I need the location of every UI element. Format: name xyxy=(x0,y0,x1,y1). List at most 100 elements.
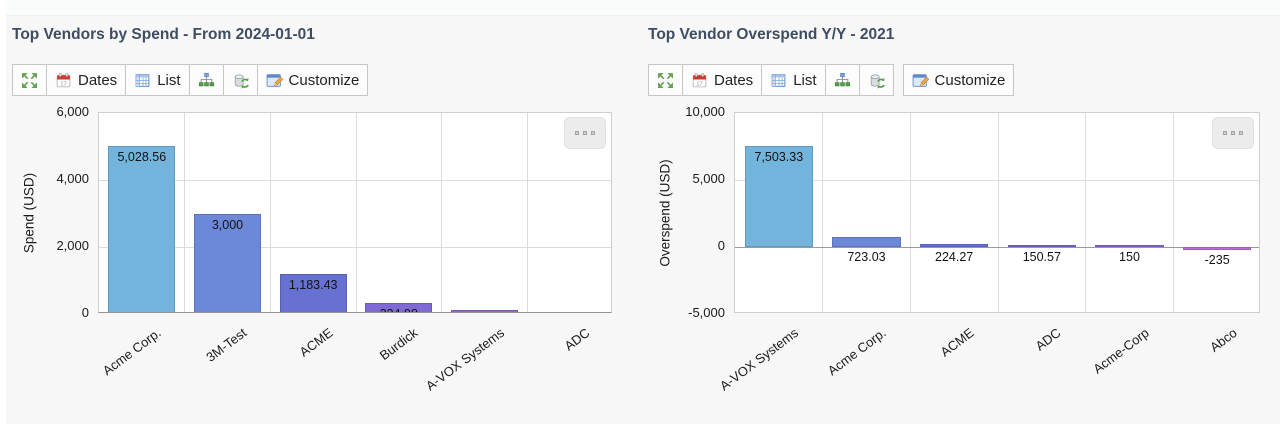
expand-arrows-icon xyxy=(21,72,38,89)
plot-area: 5,028.56 3,000 1,183.43 334.98 xyxy=(98,112,612,313)
customize-label: Customize xyxy=(288,71,360,89)
dates-label: Dates xyxy=(78,71,118,89)
more-options-button[interactable] xyxy=(564,117,606,149)
zero-line xyxy=(735,246,1259,248)
gridline xyxy=(909,113,911,312)
left-edge-strip xyxy=(0,0,6,424)
bar[interactable] xyxy=(279,274,347,312)
database-refresh-icon xyxy=(232,72,249,89)
bar-value-label: 723.03 xyxy=(847,250,886,264)
x-axis-label: Acme Corp. xyxy=(100,325,164,379)
x-axis-label: A-VOX Systems xyxy=(422,325,507,394)
bar[interactable] xyxy=(1095,244,1164,247)
bar-value-label: 3,000 xyxy=(211,217,244,232)
database-refresh-icon xyxy=(868,72,885,89)
bar[interactable] xyxy=(1007,244,1077,247)
x-axis-label: A-VOX Systems xyxy=(716,325,801,394)
calendar-icon: 17 xyxy=(691,72,708,89)
bar[interactable] xyxy=(451,309,518,312)
bar-value-label: 150.57 xyxy=(1022,250,1061,264)
y-axis-tick: 0 xyxy=(81,305,89,320)
gridline xyxy=(1085,113,1087,312)
bar-value-label: 5,028.56 xyxy=(117,149,167,164)
chart-area: 5,028.56 3,000 1,183.43 334.98 6,000 4,000 2,0… xyxy=(12,104,612,412)
gridline xyxy=(184,113,186,312)
list-label: List xyxy=(793,71,817,89)
x-axis-label: ACME xyxy=(296,325,336,360)
more-options-dot xyxy=(1223,131,1227,135)
y-axis-tick: 6,000 xyxy=(56,104,89,119)
svg-text:17: 17 xyxy=(60,81,66,87)
gridline xyxy=(99,179,611,181)
y-axis-title: Spend (USD) xyxy=(21,172,37,253)
list-button[interactable]: List xyxy=(761,64,826,96)
customize-window-icon xyxy=(266,72,283,89)
bar[interactable] xyxy=(194,213,261,312)
x-axis-label: 3M-Test xyxy=(203,325,250,365)
customize-label: Customize xyxy=(934,71,1006,89)
y-axis-tick: 2,000 xyxy=(56,238,89,253)
bar-value-label: -235 xyxy=(1204,253,1230,268)
refresh-data-button[interactable] xyxy=(222,64,258,96)
list-button[interactable]: List xyxy=(125,64,190,96)
plot-area: 7,503.33 723.03 224.27 150.57 150 -235 xyxy=(734,112,1260,313)
x-axis-label: Burdick xyxy=(377,325,421,364)
chart-area: 7,503.33 723.03 224.27 150.57 150 -235 10,000 5… xyxy=(648,104,1260,412)
bar-value-label: 334.98 xyxy=(356,307,442,312)
y-axis-tick: -5,000 xyxy=(688,305,725,320)
dates-button[interactable]: 17 Dates xyxy=(46,64,127,96)
gridline xyxy=(99,246,611,248)
calendar-icon: 17 xyxy=(55,72,72,89)
gridline xyxy=(441,113,443,312)
y-axis-tick: 4,000 xyxy=(56,171,89,186)
chart-title: Top Vendor Overspend Y/Y - 2021 xyxy=(648,26,895,43)
gridline xyxy=(269,113,271,312)
bar-value-label: 7,503.33 xyxy=(754,150,804,165)
x-axis-label: Acme Corp. xyxy=(824,325,889,379)
more-options-button[interactable] xyxy=(1212,117,1254,149)
more-options-dot xyxy=(575,131,579,135)
bar[interactable] xyxy=(919,243,989,247)
y-axis-tick: 10,000 xyxy=(685,104,725,119)
gridline xyxy=(997,113,999,312)
bar-value-label: 224.27 xyxy=(935,250,974,264)
chart-toolbar: 17 Dates List xyxy=(648,64,1015,96)
customize-window-icon xyxy=(912,72,929,89)
bar-value-label: 150 xyxy=(1119,250,1140,264)
gridline xyxy=(355,113,357,312)
customize-button[interactable]: Customize xyxy=(902,64,1015,96)
dates-button[interactable]: 17 Dates xyxy=(682,64,763,96)
expand-button[interactable] xyxy=(12,64,47,96)
more-options-dot xyxy=(1239,131,1243,135)
customize-button[interactable]: Customize xyxy=(256,64,369,96)
gridline xyxy=(735,179,1259,181)
bar[interactable] xyxy=(365,302,433,312)
x-axis-label: Abco xyxy=(1206,325,1240,355)
gridline xyxy=(1172,113,1174,312)
chart-panel-overspend: Top Vendor Overspend Y/Y - 2021 17 Dates xyxy=(648,0,1260,424)
table-list-icon xyxy=(770,72,787,89)
bar[interactable] xyxy=(1182,247,1252,251)
hierarchy-button[interactable] xyxy=(188,64,224,96)
bar[interactable] xyxy=(744,146,814,247)
chart-title: Top Vendors by Spend - From 2024-01-01 xyxy=(12,26,315,43)
top-edge-strip xyxy=(6,0,1280,16)
svg-text:17: 17 xyxy=(696,81,702,87)
bar[interactable] xyxy=(108,145,176,312)
gridline xyxy=(822,113,824,312)
refresh-data-button[interactable] xyxy=(858,64,894,96)
bar[interactable] xyxy=(832,237,901,247)
chart-toolbar: 17 Dates List xyxy=(12,64,369,96)
y-axis-tick: 0 xyxy=(717,238,725,253)
bar-value-label: 1,183.43 xyxy=(288,278,338,293)
more-options-dot xyxy=(591,131,595,135)
y-axis-title: Overspend (USD) xyxy=(657,158,673,267)
hierarchy-button[interactable] xyxy=(824,64,860,96)
x-axis-label: ADC xyxy=(1032,325,1064,354)
more-options-dot xyxy=(583,131,587,135)
x-axis-label: ADC xyxy=(561,325,593,354)
expand-button[interactable] xyxy=(648,64,683,96)
table-list-icon xyxy=(134,72,151,89)
hierarchy-icon xyxy=(834,72,851,89)
expand-arrows-icon xyxy=(657,72,674,89)
